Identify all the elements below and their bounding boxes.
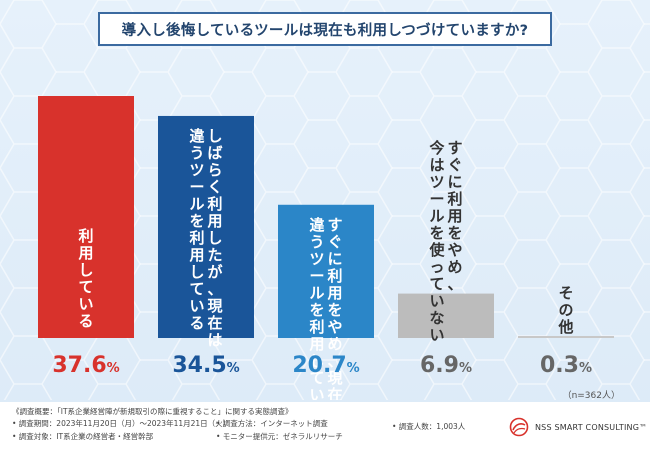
survey-method: • 調査方法：インターネット調査 <box>216 419 328 428</box>
chart-title: 導入し後悔しているツールは現在も利用しつづけていますか? <box>98 12 552 46</box>
bar-4-label-line-2: 今はツールを使っていない <box>428 139 445 344</box>
value-label-3: 20.7% <box>292 353 359 378</box>
value-label-4: 6.9% <box>420 353 472 378</box>
bar-4-label-line-1: すぐに利用をやめ、 <box>447 139 462 293</box>
bar-3-label-line-2: 違うツールを利用している <box>309 216 324 400</box>
bar-1 <box>38 96 134 338</box>
bar-3 <box>278 204 374 338</box>
survey-respondents: • 調査人数：1,003人 <box>392 422 466 431</box>
survey-target: • 調査対象：IT系企業の経営者・経営幹部 <box>12 432 154 441</box>
nss-logo-icon <box>509 417 529 437</box>
bar-2-label-line-1: しばらく利用したが、現在は <box>207 127 223 349</box>
bar-2-label-line-2: 違うツールを利用している <box>189 127 204 332</box>
survey-period: • 調査期間：2023年11月20日（月）〜2023年11月21日（火） <box>12 419 231 428</box>
bar-chart: 利用している37.6%しばらく利用したが、現在は違うツールを利用している34.5… <box>38 96 614 400</box>
value-label-2: 34.5% <box>172 353 239 378</box>
footer: 《調査概要：「IT系企業経営陣が新規取引の際に重視すること」に関する実態調査》 … <box>0 402 650 450</box>
logo-text: NSS SMART CONSULTING™ <box>535 422 648 432</box>
value-label-5: 0.3% <box>540 353 592 378</box>
monitor-provider: • モニター提供元：ゼネラルリサーチ <box>216 432 343 441</box>
bar-2 <box>158 115 254 339</box>
bar-5 <box>518 336 614 338</box>
bar-3-label-line-1: すぐに利用をやめ、現在は <box>327 216 342 400</box>
bar-5-label-line-1: その他 <box>557 284 573 336</box>
bar-1-label-line-1: 利用している <box>78 227 93 330</box>
value-label-1: 37.6% <box>52 353 119 378</box>
survey-overview: 《調査概要：「IT系企業経営陣が新規取引の際に重視すること」に関する実態調査》 <box>12 407 293 416</box>
company-logo: NSS SMART CONSULTING™ <box>509 417 647 437</box>
bar-4 <box>398 293 494 338</box>
sample-size-label: （n=362人） <box>562 391 620 401</box>
